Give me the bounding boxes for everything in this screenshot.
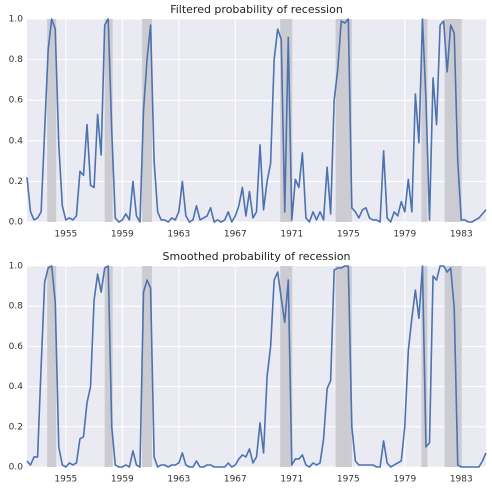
x-tick-label: 1971 — [280, 230, 303, 240]
x-tick-label: 1959 — [111, 230, 134, 240]
series-line — [26, 265, 487, 468]
series-line — [26, 18, 487, 223]
recession-band — [142, 19, 152, 222]
recession-band — [142, 266, 152, 467]
x-tick-label: 1975 — [337, 475, 360, 485]
x-tick-label: 1963 — [167, 230, 190, 240]
chart-title: Smoothed probability of recession — [162, 250, 350, 263]
y-tick-label: 0.8 — [9, 55, 24, 65]
x-tick-label: 1983 — [450, 475, 473, 485]
y-tick-label: 0.6 — [9, 342, 24, 352]
y-tick-label: 0.4 — [9, 382, 24, 392]
recession-band — [47, 19, 57, 222]
x-tick-label: 1967 — [224, 475, 247, 485]
y-tick-label: 0.6 — [9, 96, 24, 106]
x-tick-label: 1955 — [54, 475, 77, 485]
y-tick-label: 0.0 — [9, 218, 24, 228]
y-tick-label: 0.4 — [9, 136, 24, 146]
plot-area — [27, 266, 486, 467]
recession-band — [444, 19, 462, 222]
y-tick-label: 0.2 — [9, 422, 23, 432]
x-tick-label: 1979 — [393, 230, 416, 240]
x-tick-label: 1959 — [111, 475, 134, 485]
recession-band — [47, 266, 57, 467]
x-tick-label: 1971 — [280, 475, 303, 485]
x-tick-label: 1975 — [337, 230, 360, 240]
recession-band — [335, 19, 352, 222]
y-tick-label: 0.0 — [9, 463, 24, 473]
recession-band — [444, 266, 462, 467]
x-tick-label: 1963 — [167, 475, 190, 485]
chart-title: Filtered probability of recession — [170, 3, 343, 16]
x-tick-label: 1983 — [450, 230, 473, 240]
y-tick-label: 0.8 — [9, 302, 24, 312]
y-tick-label: 0.2 — [9, 177, 23, 187]
recession-band — [104, 266, 113, 467]
recession-band — [335, 266, 352, 467]
x-tick-label: 1967 — [224, 230, 247, 240]
recession-band — [421, 19, 428, 222]
x-tick-label: 1979 — [393, 475, 416, 485]
x-tick-label: 1955 — [54, 230, 77, 240]
y-tick-label: 1.0 — [9, 15, 24, 25]
y-tick-label: 1.0 — [9, 262, 24, 272]
recession-band — [104, 19, 113, 222]
